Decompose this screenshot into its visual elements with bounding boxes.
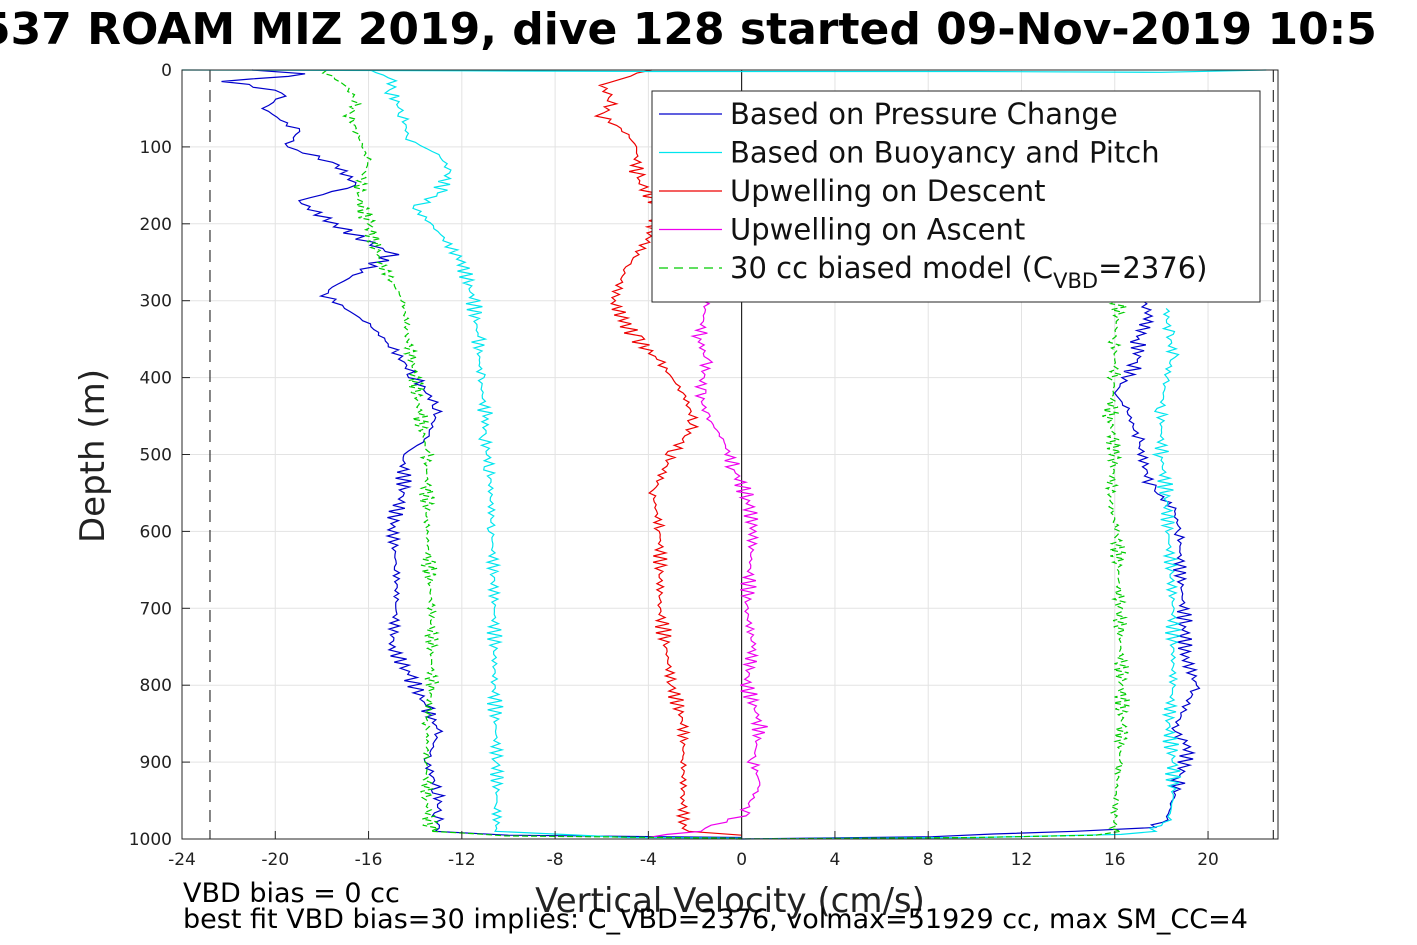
chart-title: 537 ROAM MIZ 2019, dive 128 started 09-N… (0, 4, 1377, 55)
y-axis-label: Depth (m) (73, 369, 113, 543)
best-fit-note: best fit VBD bias=30 implies: C_VBD=2376… (183, 904, 1248, 935)
x-tick-label: -12 (448, 850, 476, 870)
y-tick-label: 900 (140, 753, 172, 773)
series-line (370, 69, 742, 839)
legend-label: Upwelling on Ascent (730, 213, 1025, 247)
series-line (738, 307, 1182, 840)
legend-label: 30 cc biased model (CVBD=2376) (730, 251, 1208, 293)
x-tick-label: 0 (736, 850, 747, 870)
legend: Based on Pressure Change Based on Buoyanc… (651, 90, 1261, 303)
series-line (740, 300, 1201, 840)
x-tick-label: -8 (547, 850, 564, 870)
y-tick-label: 300 (140, 292, 172, 312)
x-axis-label: Vertical Velocity (cm/s) (535, 881, 925, 921)
y-axis-ticks: 0 100 200 300 400 500 600 700 800 900 1000 (129, 61, 190, 850)
x-tick-label: -16 (355, 850, 383, 870)
x-tick-label: -20 (261, 850, 289, 870)
series-line (321, 69, 742, 839)
x-tick-label: 4 (830, 850, 841, 870)
y-tick-label: 700 (140, 599, 172, 619)
x-axis-ticks: -24 -20 -16 -12 -8 -4 0 4 8 12 16 20 (168, 831, 1219, 870)
legend-box (651, 90, 1261, 303)
y-tick-label: 200 (140, 215, 172, 235)
series-line (181, 69, 1267, 73)
legend-label: Upwelling on Descent (730, 174, 1046, 208)
y-tick-label: 500 (140, 446, 172, 466)
y-tick-label: 1000 (129, 830, 172, 850)
x-tick-label: -24 (168, 850, 196, 870)
legend-label: Based on Buoyancy and Pitch (730, 136, 1160, 170)
y-tick-label: 400 (140, 369, 172, 389)
x-tick-label: -4 (640, 850, 657, 870)
series-line (221, 69, 742, 839)
x-tick-label: 12 (1011, 850, 1033, 870)
x-tick-label: 16 (1104, 850, 1126, 870)
legend-label: Based on Pressure Change (730, 97, 1118, 131)
y-tick-label: 0 (161, 61, 172, 81)
y-tick-label: 600 (140, 522, 172, 542)
x-tick-label: 20 (1197, 850, 1219, 870)
series-line (648, 300, 768, 839)
x-tick-label: 8 (923, 850, 934, 870)
y-tick-label: 800 (140, 676, 172, 696)
series-line (735, 300, 1130, 840)
vbd-bias-note: VBD bias = 0 cc (183, 878, 400, 909)
y-tick-label: 100 (140, 138, 172, 158)
